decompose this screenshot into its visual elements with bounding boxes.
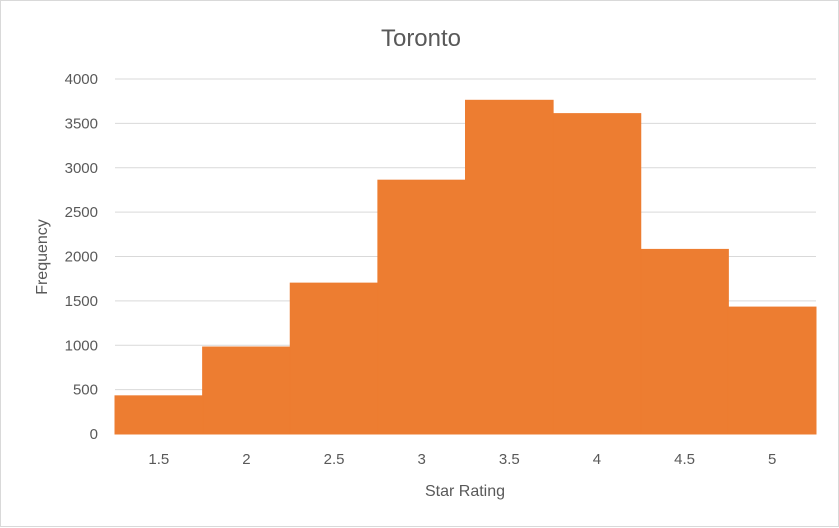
y-tick-label: 1000 bbox=[65, 337, 98, 354]
histogram-bar bbox=[202, 346, 291, 435]
x-axis-label: Star Rating bbox=[425, 483, 505, 500]
histogram-bar bbox=[640, 248, 729, 435]
x-tick-label: 5 bbox=[768, 451, 776, 468]
y-tick-label: 2500 bbox=[65, 204, 98, 221]
x-tick-label: 4.5 bbox=[674, 451, 695, 468]
y-tick-label: 3500 bbox=[65, 115, 98, 132]
bars bbox=[114, 99, 817, 435]
x-tick-label: 4 bbox=[593, 451, 601, 468]
histogram-bar bbox=[377, 179, 466, 435]
y-tick-label: 0 bbox=[90, 426, 98, 443]
histogram-bar bbox=[289, 282, 379, 435]
y-axis-label: Frequency bbox=[34, 219, 51, 295]
x-tick-label: 3 bbox=[418, 451, 426, 468]
histogram-bar bbox=[552, 113, 642, 435]
histogram-bar bbox=[114, 395, 204, 435]
chart-title: Toronto bbox=[381, 25, 461, 52]
y-tick-label: 500 bbox=[73, 382, 98, 399]
y-tick-label: 1500 bbox=[65, 293, 98, 310]
x-tick-label: 3.5 bbox=[499, 451, 520, 468]
histogram-bar bbox=[727, 306, 817, 435]
x-tick-label: 2 bbox=[242, 451, 250, 468]
y-tick-label: 3000 bbox=[65, 160, 98, 177]
x-tick-label: 2.5 bbox=[324, 451, 345, 468]
histogram-bar bbox=[465, 99, 554, 435]
x-tick-label: 1.5 bbox=[148, 451, 169, 468]
y-axis-ticks: 0 500 1000 1500 2000 2500 3000 3500 4000 bbox=[65, 71, 98, 443]
y-tick-label: 4000 bbox=[65, 71, 98, 88]
x-axis-ticks: 1.5 2 2.5 3 3.5 4 4.5 5 bbox=[148, 451, 776, 468]
y-tick-label: 2000 bbox=[65, 249, 98, 266]
